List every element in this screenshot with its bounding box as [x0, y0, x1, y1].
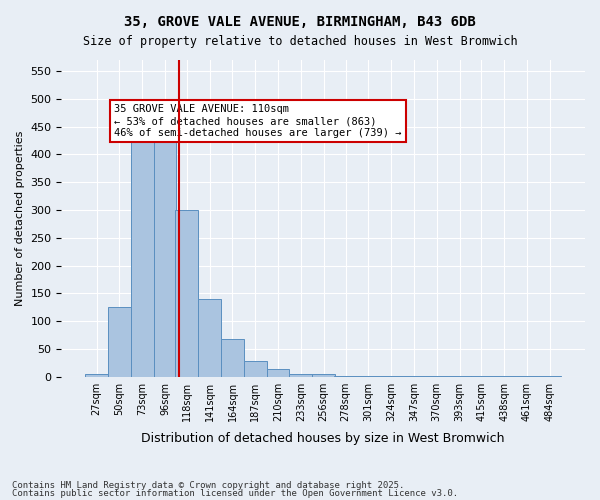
Bar: [175, 210, 198, 376]
Bar: [198, 299, 221, 376]
Bar: [266, 369, 289, 376]
Bar: [131, 121, 154, 376]
Bar: [244, 361, 266, 376]
Text: Contains public sector information licensed under the Open Government Licence v3: Contains public sector information licen…: [12, 488, 458, 498]
Text: Size of property relative to detached houses in West Bromwich: Size of property relative to detached ho…: [83, 35, 517, 48]
Bar: [289, 374, 312, 376]
Text: 35 GROVE VALE AVENUE: 110sqm
← 53% of detached houses are smaller (863)
46% of s: 35 GROVE VALE AVENUE: 110sqm ← 53% of de…: [115, 104, 402, 138]
Text: 35, GROVE VALE AVENUE, BIRMINGHAM, B43 6DB: 35, GROVE VALE AVENUE, BIRMINGHAM, B43 6…: [124, 15, 476, 29]
Bar: [312, 374, 335, 376]
Bar: [221, 339, 244, 376]
Bar: [85, 374, 108, 376]
Y-axis label: Number of detached properties: Number of detached properties: [15, 130, 25, 306]
Bar: [154, 130, 176, 376]
X-axis label: Distribution of detached houses by size in West Bromwich: Distribution of detached houses by size …: [142, 432, 505, 445]
Bar: [108, 307, 131, 376]
Text: Contains HM Land Registry data © Crown copyright and database right 2025.: Contains HM Land Registry data © Crown c…: [12, 481, 404, 490]
